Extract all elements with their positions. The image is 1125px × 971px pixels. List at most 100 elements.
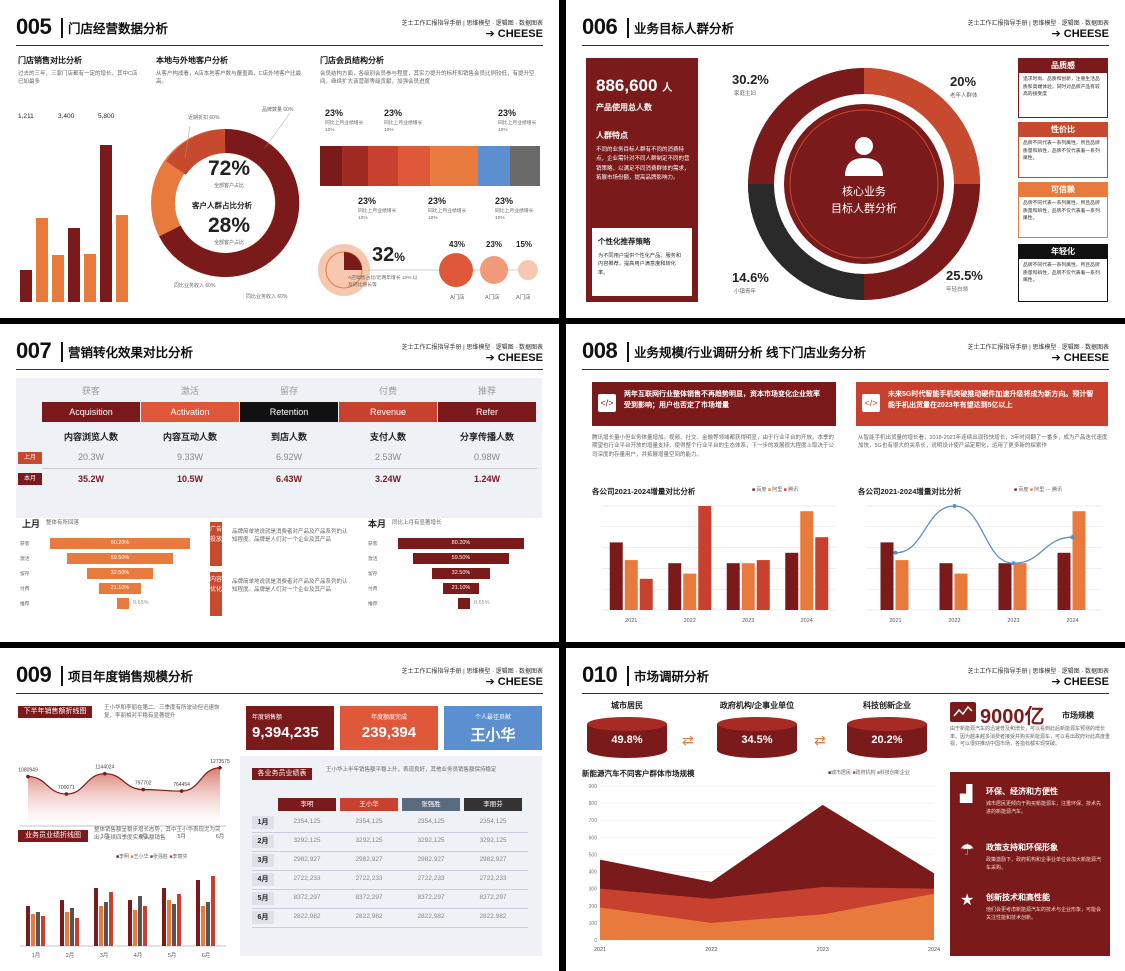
bar xyxy=(133,910,137,946)
table-cell: 2354,125 xyxy=(293,818,321,825)
tick-label: 2月 xyxy=(66,952,75,959)
kpi-card: 年度额度完成 239,394 xyxy=(340,706,438,750)
chart-title: 新能源汽车不同客户群体市场规模 xyxy=(582,769,695,778)
brand-logo: ➔ CHEESE xyxy=(485,352,543,364)
bar xyxy=(668,563,682,610)
tick-label: 3月 xyxy=(101,833,110,840)
leader-line xyxy=(264,112,291,149)
tick-label: 600 xyxy=(589,835,598,841)
segment xyxy=(368,146,398,186)
legend-swatch: ■ xyxy=(852,770,856,776)
legend-label: 李明 xyxy=(119,854,130,860)
section-desc: 过去的三年，三家门店都有一定的增长，其中C店已如最多 xyxy=(18,71,138,86)
donut-center-title: 客户人群占比分析 xyxy=(192,201,252,210)
annotation: 近期折扣 60% xyxy=(188,115,220,121)
funnel-label: 留存 xyxy=(20,572,30,577)
tick-label: 2024 xyxy=(1066,618,1078,624)
data-label: 1273575 xyxy=(210,759,230,765)
feature-title: 人群特点 xyxy=(596,131,628,140)
section-pill: 下半年销售额折线图 xyxy=(18,706,92,718)
segment xyxy=(478,146,510,186)
tick-label: 2021 xyxy=(625,618,637,624)
bar xyxy=(196,880,200,946)
bar xyxy=(99,906,103,946)
funnel-bar: 59.50% xyxy=(66,553,174,564)
last-month-value: 2.53W xyxy=(374,452,401,462)
perf-table-panel xyxy=(240,756,542,956)
area-chart: 0 100 200 300 400 500 600 700 800 900 2021 2022 2023… xyxy=(589,784,940,953)
left-title: 上月 xyxy=(22,519,41,529)
funnel-bar: 80.20% xyxy=(50,538,190,549)
row-label: 本月 xyxy=(18,473,42,485)
legend-label: 张强胜 xyxy=(152,854,168,860)
row-month: 1月 xyxy=(252,816,274,829)
member-pct: 23% xyxy=(428,196,447,206)
mid-tag: 广告投放 xyxy=(210,522,222,566)
table-header: 张强胜 xyxy=(402,798,460,811)
row-month: 2月 xyxy=(252,835,274,848)
slide-header: 007 营销转化效果对比分析 芝士工作汇报指导手册 | 思维模型 · 逻辑图 ·… xyxy=(16,338,543,370)
section-desc: 王小华上半年销售额平稳上升，表现良好，其他业务员销售额保持稳定 xyxy=(326,767,497,773)
table-cell: 3292,125 xyxy=(479,837,507,844)
slide-header: 005 门店经营数据分析 芝士工作汇报指导手册 | 思维模型 · 逻辑图 · 数… xyxy=(16,14,543,46)
stage-en: Revenue xyxy=(339,402,437,422)
segment xyxy=(320,146,342,186)
legend-label: 阿里 xyxy=(1034,487,1045,493)
member-pct: 23% xyxy=(495,196,514,206)
slide-005: 005 门店经营数据分析 芝士工作汇报指导手册 | 思维模型 · 逻辑图 · 数… xyxy=(0,0,559,318)
section-desc: 会员结构方面，各级别会员参与程度，其实力提升的标杆和销售会员比例较低，有提升空间… xyxy=(320,71,535,86)
code-icon: </> xyxy=(862,394,880,412)
this-month-value: 35.2W xyxy=(77,474,104,484)
funnel-bar: 59.50% xyxy=(413,553,509,564)
slide-header: 010 市场调研分析 芝士工作汇报指导手册 | 思维模型 · 逻辑图 · 数据图… xyxy=(582,662,1109,694)
legend-swatch: ■ xyxy=(149,854,153,860)
cylinder-shape xyxy=(717,717,797,758)
data-label: 1144024 xyxy=(95,765,114,771)
section-title: 门店销售对比分析 xyxy=(18,56,82,65)
bar-line-chart-right: 2021 2022 2023 2024 xyxy=(866,504,1102,624)
tick-label: 2021 xyxy=(594,947,606,953)
bar xyxy=(26,906,30,946)
last-month-value: 20.3W xyxy=(77,452,104,462)
slide-number: 010 xyxy=(582,662,618,687)
legend-swatch: ■ xyxy=(767,487,771,493)
strategy-box: 个性化推荐策略 为不同用户提供个性化产品、服务和内容推荐，提高用户满意度和转化率… xyxy=(592,228,692,296)
annotation: 同比业务收入 60% xyxy=(246,294,288,300)
table-cell: 2722,233 xyxy=(355,875,383,882)
tag-card: 品质感 追求时尚、品质和创新，注重生活品质和高端体验，同时对品牌产品有较高的接受… xyxy=(1018,58,1108,118)
segment-cylinder xyxy=(716,716,798,760)
funnel-bar: 32.50% xyxy=(86,568,154,579)
tick-label: 6月 xyxy=(202,952,211,959)
legend-swatch: ■ xyxy=(1014,487,1018,493)
bar xyxy=(815,537,829,610)
bar xyxy=(206,902,210,946)
tick-label: 100 xyxy=(589,921,598,927)
table-header: 李丽芬 xyxy=(464,798,522,811)
insight-banner: </> 未来5G时代智能手机突破推动硬件加速升级将成为新方向。预计智能手机出货量… xyxy=(856,382,1108,426)
legend-label: 百度 xyxy=(1018,487,1029,493)
bar xyxy=(954,573,968,610)
last-month-value: 6.92W xyxy=(275,452,302,462)
member-pct: 23% xyxy=(498,108,517,118)
stage-cn: 留存 xyxy=(279,386,298,396)
circle-label: A门店 xyxy=(485,295,500,301)
segment-name: 城市居民 xyxy=(611,701,643,710)
funnel-label: 付费 xyxy=(368,587,378,592)
line-point xyxy=(141,787,145,792)
feature-desc: 不同的业务目标人群有不同的消费特点，企业需针对不同人群制定不同的营销策略，以满足… xyxy=(596,147,690,182)
cylinder-shape xyxy=(847,717,927,758)
legend-label: 王小华 xyxy=(133,854,149,860)
funnel-bar: 80.20% xyxy=(398,538,524,549)
donut-label: 全部客户占比 xyxy=(214,183,245,189)
member-structure-bar xyxy=(320,146,540,186)
funnel-bar: 21.10% xyxy=(99,583,141,594)
donut-label: 全部客户占比 xyxy=(214,240,245,246)
bar xyxy=(1013,563,1027,610)
tag-title: 可信赖 xyxy=(1019,183,1107,197)
bar xyxy=(104,902,108,946)
market-desc: 由于新能源汽车的迅速普及和增长，可以看到此后新能源车预测的增长率。因为越来越多消… xyxy=(950,726,1111,747)
stage-cn: 推荐 xyxy=(477,386,496,396)
tag-card: 可信赖 品牌不同代表一系列属性，所且品牌质量和辨性，品牌不仅代表着一系列属性。 xyxy=(1018,182,1108,238)
chart-legend: ■城市居民 ■政府机构 ■科技创新企业 xyxy=(828,770,910,778)
brand-logo: ➔ CHEESE xyxy=(1051,676,1109,688)
